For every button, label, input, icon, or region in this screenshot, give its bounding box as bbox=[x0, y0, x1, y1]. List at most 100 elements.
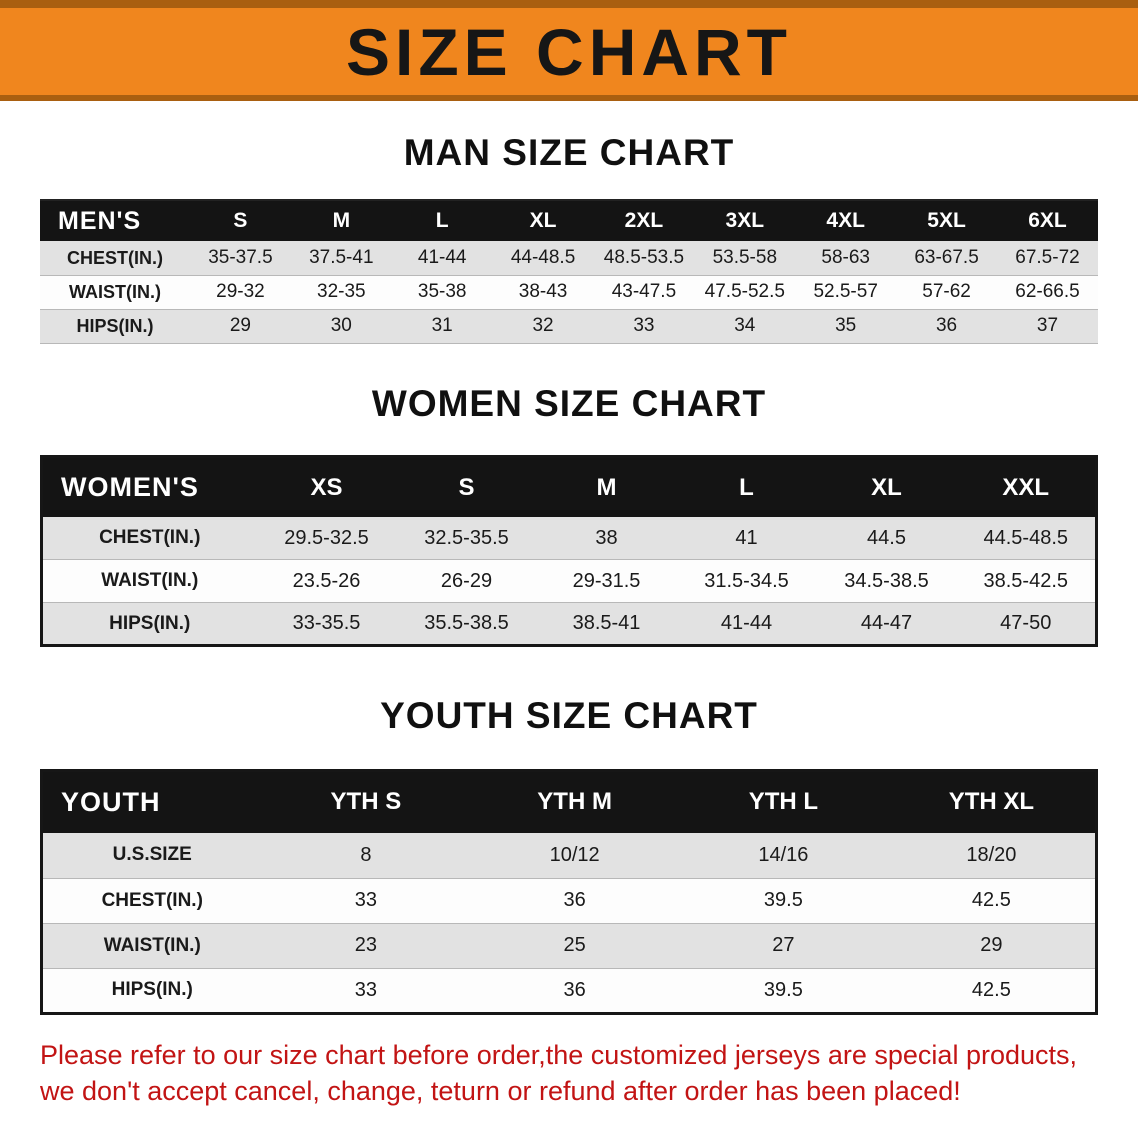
row-label: WAIST(IN.) bbox=[103, 934, 201, 956]
size-value: 32 bbox=[532, 315, 554, 337]
size-value: 33-35.5 bbox=[292, 612, 361, 635]
size-value: 29 bbox=[229, 315, 251, 337]
size-column-header: XL bbox=[492, 200, 594, 242]
size-value: 41-44 bbox=[720, 612, 773, 635]
size-value: 35 bbox=[835, 315, 857, 337]
men-size-chart-section: MAN SIZE CHART MEN'S S M L XL 2XL 3XL 4XL 5XL 6XL… bbox=[40, 131, 1098, 344]
table-header-row: WOMEN'S XS S M L XL XXL bbox=[41, 456, 1097, 517]
size-value: 32.5-35.5 bbox=[424, 526, 509, 549]
youth-chart-heading: YOUTH SIZE CHART bbox=[380, 695, 758, 737]
size-value: 48.5-53.5 bbox=[603, 247, 685, 269]
size-value: 41-44 bbox=[417, 247, 467, 269]
size-column-header: M bbox=[290, 200, 392, 242]
table-row: CHEST(IN.) 29.5-32.5 32.5-35.5 38 41 44.5 44.5… bbox=[41, 516, 1097, 560]
size-value: 36 bbox=[563, 889, 586, 912]
size-value: 25 bbox=[563, 934, 586, 957]
size-column-header: L bbox=[391, 200, 493, 242]
men-chart-heading: MAN SIZE CHART bbox=[403, 132, 735, 173]
size-column-header: YTH L bbox=[679, 770, 888, 834]
size-value: 10/12 bbox=[549, 843, 600, 866]
size-value: 37 bbox=[1036, 315, 1059, 337]
size-value: 38 bbox=[595, 526, 618, 549]
size-value: 35-38 bbox=[417, 281, 467, 303]
size-column-header: XXL bbox=[956, 456, 1097, 517]
size-value: 57-62 bbox=[922, 281, 971, 303]
size-value: 47-50 bbox=[1000, 612, 1052, 635]
size-column-header: 4XL bbox=[795, 200, 897, 242]
disclaimer-line-1: Please refer to our size chart before or… bbox=[40, 1039, 1078, 1070]
size-column-header: XL bbox=[816, 456, 957, 517]
size-value: 38.5-41 bbox=[572, 612, 641, 635]
size-value: 37.5-41 bbox=[309, 247, 374, 269]
size-value: 42.5 bbox=[971, 978, 1011, 1001]
size-value: 18/20 bbox=[966, 843, 1017, 866]
size-value: 42.5 bbox=[971, 889, 1011, 912]
size-column-header: S bbox=[396, 456, 537, 517]
size-value: 43-47.5 bbox=[611, 281, 677, 303]
size-value: 39.5 bbox=[763, 978, 803, 1001]
table-header-row: YOUTH YTH S YTH M YTH L YTH XL bbox=[41, 770, 1097, 834]
size-column-header: XS bbox=[256, 456, 397, 517]
women-size-table: WOMEN'S XS S M L XL XXL CHEST(IN.) 29.5-32.5 32.5… bbox=[40, 455, 1098, 648]
size-value: 30 bbox=[330, 315, 352, 337]
size-value: 36 bbox=[935, 315, 958, 337]
size-value: 67.5-72 bbox=[1015, 247, 1080, 269]
size-column-header: 6XL bbox=[997, 200, 1098, 242]
size-column-header: S bbox=[190, 200, 291, 242]
size-column-header: YTH XL bbox=[887, 770, 1097, 834]
size-value: 34 bbox=[734, 315, 756, 337]
row-label: WAIST(IN.) bbox=[101, 570, 199, 592]
row-label: CHEST(IN.) bbox=[99, 527, 201, 549]
size-column-header: YTH M bbox=[470, 770, 679, 834]
size-value: 33 bbox=[354, 889, 377, 912]
size-value: 44-47 bbox=[860, 612, 913, 635]
size-value: 36 bbox=[563, 978, 586, 1001]
size-value: 31.5-34.5 bbox=[704, 569, 789, 592]
size-value: 53.5-58 bbox=[712, 247, 778, 269]
size-value: 52.5-57 bbox=[813, 281, 878, 303]
disclaimer-line-2: we don't accept cancel, change, teturn o… bbox=[40, 1076, 961, 1107]
size-value: 29.5-32.5 bbox=[284, 526, 369, 549]
table-name-header: WOMEN'S bbox=[41, 456, 257, 517]
table-row: WAIST(IN.) 29-32 32-35 35-38 38-43 43-47.5 47.… bbox=[40, 275, 1098, 310]
table-name-header: MEN'S bbox=[40, 200, 190, 242]
size-column-header: YTH S bbox=[261, 770, 471, 834]
size-value: 29-32 bbox=[216, 281, 265, 303]
size-value: 14/16 bbox=[758, 843, 809, 866]
title-banner: SIZE CHART bbox=[0, 0, 1138, 101]
row-label: HIPS(IN.) bbox=[76, 315, 154, 336]
size-value: 44-48.5 bbox=[510, 247, 576, 269]
table-name-header: YOUTH bbox=[41, 770, 262, 834]
disclaimer: Please refer to our size chart before or… bbox=[40, 1037, 1138, 1110]
size-value: 31 bbox=[431, 315, 453, 337]
size-value: 44.5-48.5 bbox=[983, 526, 1068, 549]
size-column-header: 2XL bbox=[593, 200, 695, 242]
size-value: 62-66.5 bbox=[1015, 281, 1080, 303]
size-value: 41 bbox=[735, 526, 758, 549]
size-value: 33 bbox=[633, 315, 655, 337]
size-value: 27 bbox=[772, 934, 795, 957]
size-value: 38-43 bbox=[518, 281, 568, 303]
page-title: SIZE CHART bbox=[346, 14, 792, 89]
size-value: 38.5-42.5 bbox=[983, 569, 1068, 592]
women-size-chart-section: WOMEN SIZE CHART WOMEN'S XS S M L XL XXL CHEST(… bbox=[40, 382, 1098, 648]
women-chart-heading: WOMEN SIZE CHART bbox=[371, 382, 767, 424]
youth-size-chart-section: YOUTH SIZE CHART YOUTH YTH S YTH M YTH L YTH… bbox=[40, 694, 1098, 1015]
row-label: U.S.SIZE bbox=[112, 844, 192, 866]
size-value: 26-29 bbox=[440, 569, 493, 592]
row-label: CHEST(IN.) bbox=[101, 889, 203, 911]
row-label: HIPS(IN.) bbox=[109, 612, 191, 634]
table-row: CHEST(IN.) 33 36 39.5 42.5 bbox=[41, 878, 1097, 924]
size-column-header: L bbox=[676, 456, 817, 517]
row-label: HIPS(IN.) bbox=[111, 979, 193, 1001]
size-value: 33 bbox=[354, 978, 377, 1001]
table-row: HIPS(IN.) 33-35.5 35.5-38.5 38.5-41 41-44 44-… bbox=[41, 602, 1097, 646]
men-size-table: MEN'S S M L XL 2XL 3XL 4XL 5XL 6XL CHEST(IN.) 35-37… bbox=[40, 199, 1098, 344]
youth-size-table: YOUTH YTH S YTH M YTH L YTH XL U.S.SIZE 8 10/12… bbox=[40, 768, 1098, 1015]
size-value: 8 bbox=[360, 843, 372, 866]
size-column-header: M bbox=[536, 456, 677, 517]
size-value: 63-67.5 bbox=[914, 247, 979, 269]
size-value: 34.5-38.5 bbox=[844, 569, 929, 592]
size-value: 29-31.5 bbox=[572, 569, 641, 592]
